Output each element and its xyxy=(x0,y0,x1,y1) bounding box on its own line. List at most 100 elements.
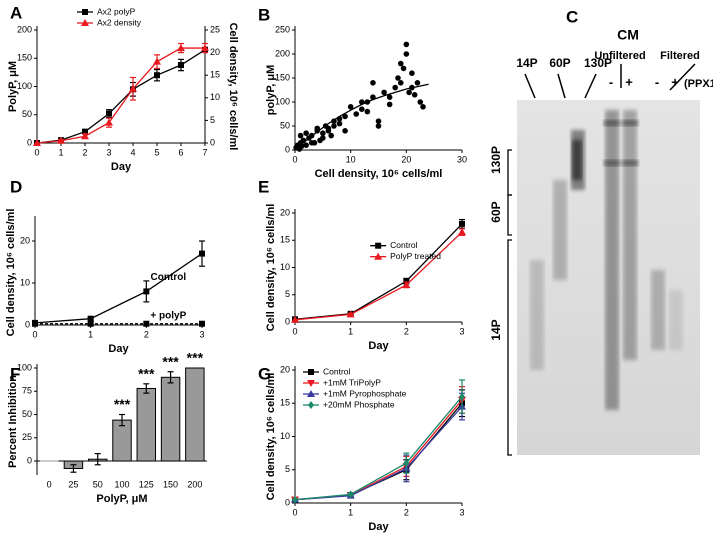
y-tick-label: 200 xyxy=(275,48,290,58)
marker xyxy=(106,110,112,117)
series-line xyxy=(294,399,463,501)
legend-marker xyxy=(81,19,89,26)
arrow xyxy=(524,73,536,99)
error-bar xyxy=(94,453,101,466)
arrow xyxy=(557,73,566,99)
panel-letter: B xyxy=(258,5,270,24)
marker xyxy=(458,228,466,236)
gel-lane xyxy=(623,110,637,360)
point xyxy=(397,80,404,86)
size-label: 60P xyxy=(489,201,503,222)
marker xyxy=(347,490,354,499)
series-line xyxy=(294,223,463,320)
y-tick-label: 5 xyxy=(285,289,290,299)
gel-title: CM xyxy=(617,27,639,43)
marker xyxy=(32,320,38,327)
point xyxy=(331,123,337,129)
marker xyxy=(177,44,185,52)
y-tick-label: 15 xyxy=(280,235,290,245)
series-line xyxy=(294,406,463,501)
legend-label: +20mM Phosphate xyxy=(323,399,395,409)
point xyxy=(392,84,399,91)
x-tick-label: 10 xyxy=(346,154,356,164)
marker xyxy=(403,459,410,468)
point xyxy=(409,70,415,76)
x-tick-label: 200 xyxy=(187,479,202,489)
point xyxy=(375,118,382,124)
bar xyxy=(160,376,181,462)
x-axis-label: Day xyxy=(108,343,129,355)
point xyxy=(414,80,421,86)
group-label: Filtered xyxy=(660,50,700,62)
significance: *** xyxy=(138,366,155,382)
panel-letter: C xyxy=(566,7,578,26)
gel-lane xyxy=(553,180,567,280)
legend-marker xyxy=(308,401,314,409)
y-tick-label: 5 xyxy=(285,464,290,474)
marker xyxy=(291,315,299,323)
y2-tick-label: 15 xyxy=(210,70,220,80)
x-tick-label: 1 xyxy=(348,507,353,517)
point xyxy=(364,99,371,105)
series-line xyxy=(36,49,206,144)
point xyxy=(342,113,348,120)
series-label: + polyP xyxy=(150,310,186,321)
x-tick-label: 4 xyxy=(130,147,135,157)
legend-label: +1mM TriPolyP xyxy=(323,377,381,387)
bar xyxy=(136,387,157,462)
x-tick-label: 3 xyxy=(199,329,204,339)
point xyxy=(320,135,326,141)
point xyxy=(359,106,365,112)
x-tick-label: 100 xyxy=(114,479,129,489)
y-tick-label: 10 xyxy=(280,431,290,441)
legend-label: +1mM Pyrophosphate xyxy=(323,388,407,398)
point xyxy=(409,84,415,91)
y-tick-label: 50 xyxy=(22,409,32,419)
marker xyxy=(87,315,94,322)
marker xyxy=(81,132,89,140)
y-tick-label: 250 xyxy=(275,24,290,34)
y-axis-label: polyP, μM xyxy=(265,65,277,116)
series-line xyxy=(294,396,463,501)
x-tick-label: 3 xyxy=(106,147,111,157)
point xyxy=(400,65,407,72)
arrow xyxy=(669,63,696,91)
treatment-label: + xyxy=(625,74,633,89)
point xyxy=(397,60,404,67)
series-line xyxy=(36,47,205,144)
y-axis-label: PolyP, μM xyxy=(7,61,19,112)
x-tick-label: 3 xyxy=(459,326,464,336)
point xyxy=(386,101,393,108)
y-tick-label: 150 xyxy=(275,72,290,82)
series-line xyxy=(294,402,463,501)
point xyxy=(308,132,315,139)
legend-item: +1mM Pyrophosphate xyxy=(303,388,407,398)
marker xyxy=(178,62,184,69)
x-tick-label: 2 xyxy=(404,326,409,336)
treatment-label: - xyxy=(609,74,613,89)
x-tick-label: 0 xyxy=(292,154,297,164)
point xyxy=(297,132,304,139)
size-label: 130P xyxy=(489,146,503,174)
y2-tick-label: 5 xyxy=(210,115,215,125)
error-bar xyxy=(119,413,125,427)
y-axis-label: Percent Inhibition xyxy=(7,375,19,468)
legend-item: Control xyxy=(370,240,418,250)
legend-item: +20mM Phosphate xyxy=(303,399,395,409)
marker xyxy=(199,320,205,327)
point xyxy=(403,51,410,57)
marker xyxy=(201,44,209,52)
gel-band xyxy=(604,160,620,166)
series-line xyxy=(294,231,463,321)
legend-marker xyxy=(307,390,315,397)
legend-marker xyxy=(307,380,315,387)
point xyxy=(336,120,343,127)
marker xyxy=(153,57,161,65)
point xyxy=(386,94,393,100)
x-axis-label: Day xyxy=(111,161,132,173)
panel-letter: G xyxy=(258,364,271,383)
gel-band xyxy=(572,140,582,180)
x-tick-label: 150 xyxy=(163,479,178,489)
